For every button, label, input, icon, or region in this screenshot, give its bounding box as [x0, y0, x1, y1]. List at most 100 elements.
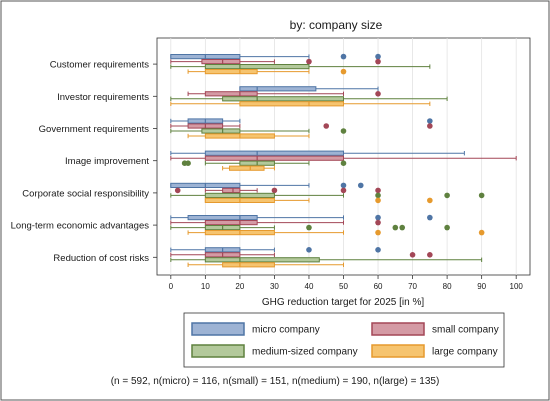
legend: micro company small company medium-sized c…	[183, 312, 505, 368]
x-tick-label: 0	[169, 282, 174, 291]
box-iqr	[204, 257, 320, 263]
legend-label: large company	[432, 347, 498, 358]
box-0-6	[170, 247, 381, 253]
outlier-point	[375, 187, 381, 194]
category-label: Government requirements	[39, 124, 150, 135]
box-iqr	[187, 215, 258, 221]
box-iqr	[222, 96, 345, 102]
x-axis: 0 10 20 30 40 50 60 70 80 90 100	[169, 275, 524, 291]
outlier-point	[323, 123, 330, 129]
x-tick-label: 40	[305, 282, 314, 291]
legend-label: small company	[432, 325, 499, 336]
box-iqr	[222, 262, 275, 268]
outlier-point	[427, 252, 433, 258]
box-2-1	[170, 96, 448, 102]
box-iqr	[229, 165, 265, 171]
legend-swatch	[191, 344, 245, 358]
box-1-5	[170, 219, 381, 226]
outlier-point	[427, 123, 433, 129]
legend-swatch	[371, 344, 425, 358]
legend-swatch	[191, 322, 245, 336]
x-tick-label: 10	[201, 282, 210, 291]
box-3-2	[187, 133, 310, 139]
box-1-1	[187, 91, 381, 97]
box-iqr	[222, 187, 241, 194]
box-1-2	[170, 123, 433, 129]
outlier-point	[340, 187, 347, 194]
chart-title: by: company size	[290, 18, 383, 32]
box-2-5	[170, 224, 450, 231]
outlier-point	[375, 229, 381, 236]
outlier-point	[185, 160, 191, 166]
box-iqr	[239, 101, 344, 107]
outlier-point	[399, 224, 406, 231]
outlier-point	[427, 214, 433, 221]
box-iqr	[204, 64, 310, 70]
box-iqr	[204, 155, 344, 161]
box-2-3	[181, 160, 347, 166]
x-tick-label: 90	[477, 282, 486, 291]
category-label: Customer requirements	[50, 60, 150, 71]
box-2-0	[170, 64, 431, 70]
outlier-point	[375, 91, 381, 97]
outlier-point	[306, 58, 312, 65]
legend-swatch	[371, 322, 425, 336]
outlier-point	[306, 224, 312, 231]
box-3-3	[222, 165, 275, 171]
category-label: Image improvement	[65, 156, 149, 167]
category-label: Long-term economic advantages	[11, 221, 150, 232]
outlier-point	[271, 187, 278, 194]
category-label: Investor requirements	[57, 92, 149, 103]
x-tick-label: 60	[374, 282, 383, 291]
outlier-point	[427, 118, 433, 124]
outlier-point	[174, 187, 181, 194]
box-3-5	[187, 229, 485, 236]
outlier-point	[478, 229, 485, 236]
box-iqr	[204, 69, 258, 75]
x-tick-label: 80	[443, 282, 452, 291]
x-tick-label: 30	[270, 282, 279, 291]
box-0-0	[170, 53, 381, 60]
category-label: Reduction of cost risks	[53, 253, 149, 264]
box-3-1	[170, 101, 431, 107]
outlier-point	[409, 252, 416, 258]
box-iqr	[201, 128, 241, 134]
box-1-4	[174, 187, 381, 194]
x-axis-label: GHG reduction target for 2025 [in %]	[262, 297, 425, 308]
legend-box	[183, 312, 505, 368]
box-2-2	[170, 128, 347, 134]
outlier-point	[357, 182, 364, 189]
box-3-0	[187, 68, 347, 75]
series-boxes	[170, 53, 517, 268]
box-0-1	[239, 86, 379, 92]
outlier-point	[392, 224, 399, 231]
x-tick-label: 20	[235, 282, 244, 291]
category-labels: Customer requirements Investor requiremen…	[11, 60, 157, 264]
legend-label: micro company	[252, 325, 320, 336]
outlier-point	[375, 219, 381, 226]
outlier-point	[340, 68, 347, 75]
box-3-6	[187, 262, 344, 268]
outlier-point	[340, 182, 347, 189]
box-1-0	[170, 58, 381, 65]
box-0-5	[170, 214, 433, 221]
outlier-point	[444, 224, 450, 231]
outlier-point	[340, 53, 347, 60]
box-2-6	[170, 257, 483, 263]
box-1-3	[170, 155, 517, 161]
box-1-6	[170, 252, 433, 258]
outlier-point	[375, 53, 381, 60]
outlier-point	[375, 58, 381, 65]
x-tick-label: 100	[510, 282, 524, 291]
outlier-point	[478, 192, 485, 199]
box-3-4	[204, 197, 433, 204]
box-0-3	[170, 150, 465, 156]
box-iqr	[239, 86, 317, 92]
outlier-point	[375, 247, 381, 253]
box-iqr	[201, 59, 241, 65]
box-iqr	[204, 220, 258, 226]
box-2-4	[170, 192, 485, 199]
sample-size-note: (n = 592, n(micro) = 116, n(small) = 151…	[111, 376, 440, 387]
outlier-point	[340, 128, 347, 134]
